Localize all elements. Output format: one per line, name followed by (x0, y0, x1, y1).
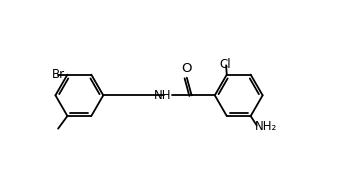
Text: O: O (182, 62, 192, 75)
Text: Cl: Cl (220, 58, 231, 71)
Text: Br: Br (52, 68, 65, 81)
Text: NH₂: NH₂ (255, 120, 277, 133)
Text: NH: NH (153, 89, 171, 102)
